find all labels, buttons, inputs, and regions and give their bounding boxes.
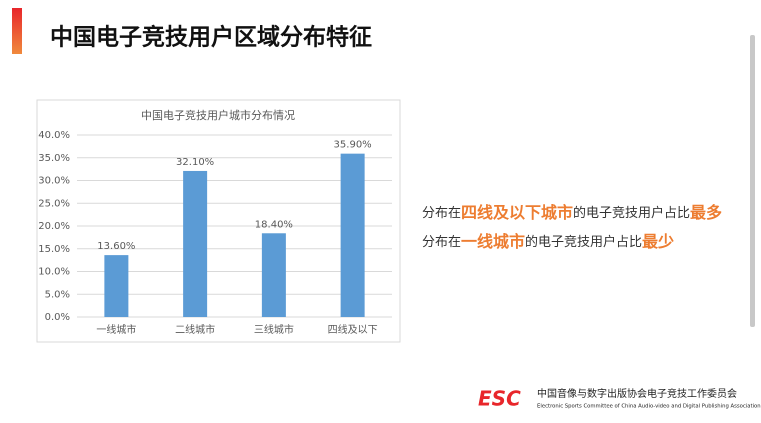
y-tick-label: 10.0% — [38, 267, 70, 278]
note-highlight: 四线及以下城市 — [461, 203, 573, 222]
slide-title: 中国电子竞技用户区域分布特征 — [50, 24, 372, 51]
value-label: 35.90% — [334, 140, 372, 151]
y-tick-label: 5.0% — [45, 289, 70, 300]
x-tick-label: 三线城市 — [254, 323, 294, 336]
note-text: 分布在 — [422, 206, 461, 221]
bar — [340, 153, 365, 317]
y-tick-label: 30.0% — [38, 176, 70, 187]
value-label: 13.60% — [97, 241, 135, 252]
y-tick-label: 35.0% — [38, 153, 70, 164]
chart-frame — [36, 99, 401, 343]
x-tick-label: 二线城市 — [175, 323, 215, 336]
note-text: 的电子竞技用户占比 — [525, 234, 642, 250]
note: 分布在一线城市的电子竞技用户占比最少 — [422, 232, 674, 251]
bar — [261, 233, 286, 317]
title-accent — [12, 8, 22, 54]
y-tick-label: 0.0% — [45, 312, 70, 323]
scrollbar — [750, 35, 755, 327]
value-label: 32.10% — [176, 157, 214, 168]
value-label: 18.40% — [255, 219, 293, 230]
bar — [104, 255, 129, 317]
y-tick-label: 20.0% — [38, 221, 70, 232]
footer-logo: ESC — [478, 387, 521, 411]
note-highlight: 最少 — [642, 232, 674, 251]
bar — [183, 170, 208, 317]
footer-org-en: Electronic Sports Committee of China Aud… — [537, 404, 761, 410]
note: 分布在四线及以下城市的电子竞技用户占比最多 — [422, 203, 722, 222]
note-text: 分布在 — [422, 235, 461, 250]
footer-org: 中国音像与数字出版协会电子竞技工作委员会 — [537, 387, 737, 400]
note-highlight: 一线城市 — [461, 232, 525, 251]
x-tick-label: 一线城市 — [96, 323, 136, 336]
x-tick-label: 四线及以下 — [328, 323, 378, 336]
note-text: 的电子竞技用户占比 — [573, 205, 690, 221]
y-tick-label: 15.0% — [38, 244, 70, 255]
y-tick-label: 25.0% — [38, 198, 70, 209]
y-tick-label: 40.0% — [38, 130, 70, 141]
chart-title: 中国电子竞技用户城市分布情况 — [141, 108, 295, 122]
note-highlight: 最多 — [690, 203, 722, 222]
